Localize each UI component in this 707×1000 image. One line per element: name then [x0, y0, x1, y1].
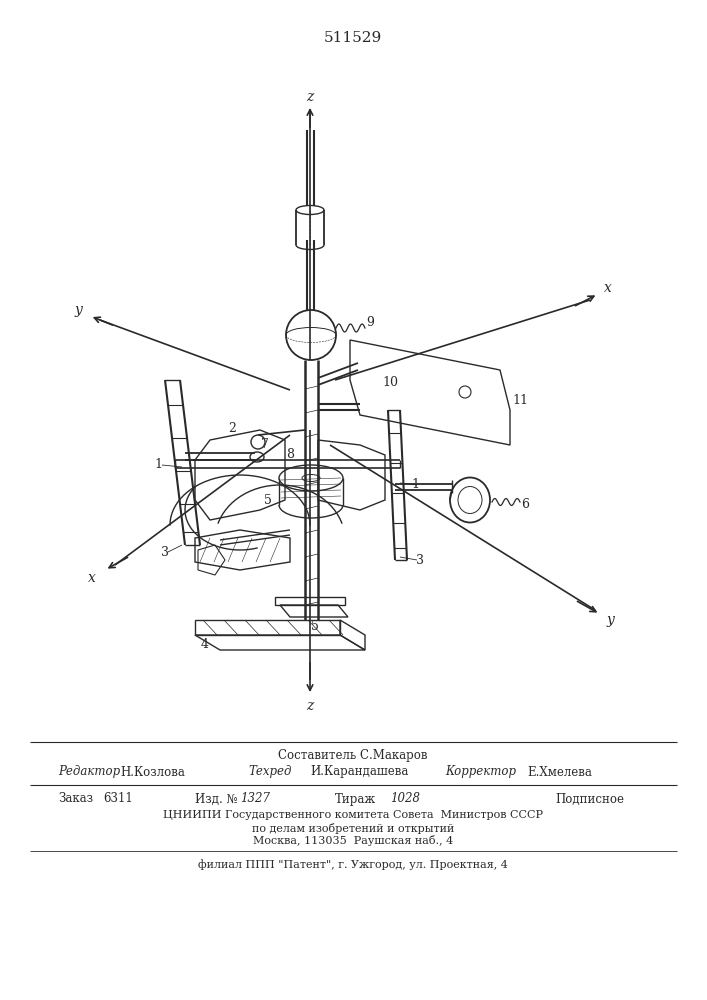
- Text: Москва, 113035  Раушская наб., 4: Москва, 113035 Раушская наб., 4: [253, 836, 453, 846]
- Text: x: x: [88, 571, 96, 585]
- Text: 7: 7: [261, 438, 269, 452]
- Text: 1028: 1028: [390, 792, 420, 806]
- Text: 2: 2: [228, 422, 236, 434]
- Text: 5: 5: [264, 493, 272, 506]
- Text: 8: 8: [286, 448, 294, 462]
- Text: z: z: [306, 90, 314, 104]
- Text: Н.Козлова: Н.Козлова: [120, 766, 185, 778]
- Text: Редактор: Редактор: [58, 766, 120, 778]
- Text: x: x: [604, 281, 612, 295]
- Text: 1: 1: [411, 479, 419, 491]
- Text: 511529: 511529: [324, 31, 382, 45]
- Text: 9: 9: [366, 316, 374, 328]
- Text: 6311: 6311: [103, 792, 133, 806]
- Text: Изд. №: Изд. №: [195, 792, 238, 806]
- Text: Тираж: Тираж: [335, 792, 376, 806]
- Text: по делам изобретений и открытий: по делам изобретений и открытий: [252, 822, 454, 834]
- Text: 10: 10: [382, 375, 398, 388]
- Text: Е.Хмелева: Е.Хмелева: [527, 766, 592, 778]
- Text: Корректор: Корректор: [445, 766, 516, 778]
- Text: z: z: [306, 699, 314, 713]
- Text: y: y: [606, 613, 614, 627]
- Text: 1: 1: [154, 458, 162, 472]
- Text: 3: 3: [416, 554, 424, 566]
- Text: Заказ: Заказ: [58, 792, 93, 806]
- Text: Составитель С.Макаров: Составитель С.Макаров: [279, 750, 428, 762]
- Text: Техред: Техред: [248, 766, 291, 778]
- Text: ЦНИИПИ Государственного комитета Совета  Министров СССР: ЦНИИПИ Государственного комитета Совета …: [163, 810, 543, 820]
- Text: y: y: [74, 303, 82, 317]
- Text: 5: 5: [311, 620, 319, 634]
- Text: 11: 11: [512, 393, 528, 406]
- Text: 1327: 1327: [240, 792, 270, 806]
- Text: 6: 6: [521, 498, 529, 512]
- Text: Подписное: Подписное: [555, 792, 624, 806]
- Text: И.Карандашева: И.Карандашева: [310, 766, 409, 778]
- Text: 3: 3: [161, 546, 169, 558]
- Text: филиал ППП "Патент", г. Ужгород, ул. Проектная, 4: филиал ППП "Патент", г. Ужгород, ул. Про…: [198, 860, 508, 870]
- Text: 4: 4: [201, 639, 209, 652]
